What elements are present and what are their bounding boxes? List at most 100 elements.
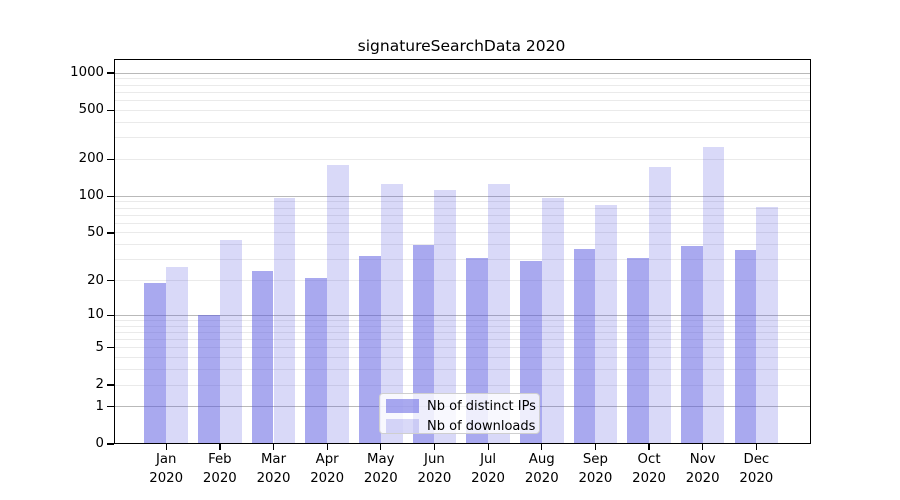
x-tick-label: Jul 2020: [456, 451, 520, 488]
bar-nb-of-downloads-apr: [327, 164, 349, 444]
x-tick-label: Oct 2020: [617, 451, 681, 488]
x-tick-year: 2020: [524, 470, 559, 486]
major-gridline: [113, 314, 811, 316]
x-tick-month: Aug: [528, 452, 555, 467]
x-tick-month: Dec: [743, 452, 770, 467]
x-tick-month: Jan: [155, 452, 177, 467]
x-tick-month: Jun: [424, 452, 445, 467]
x-tick-mark: [165, 444, 167, 450]
bar-nb-of-downloads-mar: [273, 197, 296, 444]
bar-nb-of-downloads-jun: [434, 190, 457, 444]
x-tick-mark: [755, 444, 758, 450]
x-tick-year: 2020: [685, 470, 720, 486]
y-tick-label: 20: [87, 272, 104, 288]
bar-nb-of-downloads-aug: [541, 197, 564, 444]
x-tick-label: Dec 2020: [724, 451, 788, 488]
bar-nb-of-distinct-ips-mar: [251, 271, 274, 444]
minor-gridline: [113, 319, 811, 321]
bar-nb-of-downloads-sep: [595, 204, 618, 444]
x-tick-mark: [702, 444, 704, 450]
minor-gridline: [113, 214, 811, 216]
x-tick-year: 2020: [202, 470, 237, 486]
x-tick-year: 2020: [256, 470, 291, 486]
x-tick-mark: [326, 444, 328, 450]
y-tick-label: 2: [95, 377, 104, 393]
x-tick-year: 2020: [363, 470, 398, 486]
minor-gridline: [113, 222, 811, 224]
minor-gridline: [113, 232, 811, 234]
bar-nb-of-downloads-jul: [488, 183, 510, 444]
minor-gridline: [113, 99, 811, 101]
x-tick-mark: [380, 444, 382, 450]
y-tick-label: 10: [87, 307, 104, 323]
bar-nb-of-distinct-ips-oct: [627, 257, 650, 444]
legend-swatch: [386, 418, 419, 434]
x-tick-mark: [541, 444, 543, 450]
plot-area: [113, 59, 811, 444]
minor-gridline: [113, 339, 811, 341]
x-tick-month: Mar: [260, 452, 287, 467]
x-tick-mark: [272, 444, 275, 450]
x-tick-mark: [594, 444, 597, 450]
y-tick-label: 5: [95, 339, 104, 355]
bar-nb-of-downloads-feb: [219, 239, 242, 444]
legend-label: Nb of downloads: [427, 418, 536, 434]
x-tick-mark: [648, 444, 650, 450]
x-tick-month: Jul: [480, 452, 497, 467]
bar-nb-of-distinct-ips-apr: [305, 278, 328, 444]
x-tick-month: Sep: [582, 452, 608, 467]
bar-nb-of-distinct-ips-dec: [734, 250, 757, 444]
y-tick-mark: [107, 347, 114, 349]
major-gridline: [113, 195, 811, 197]
minor-gridline: [113, 207, 811, 209]
y-tick-mark: [107, 158, 114, 160]
y-tick-mark: [107, 72, 114, 74]
minor-gridline: [113, 84, 811, 86]
minor-gridline: [113, 201, 811, 203]
bar-nb-of-distinct-ips-jan: [144, 283, 167, 444]
y-tick-label: 50: [87, 224, 104, 240]
x-tick-year: 2020: [310, 470, 345, 486]
x-tick-year: 2020: [739, 470, 774, 486]
minor-gridline: [113, 259, 811, 261]
legend-swatch: [386, 398, 419, 414]
x-tick-mark: [433, 444, 436, 450]
bar-nb-of-distinct-ips-sep: [573, 248, 596, 444]
y-tick-mark: [107, 232, 114, 234]
legend-item: Nb of downloads: [386, 419, 539, 434]
bar-nb-of-downloads-oct: [649, 167, 671, 444]
x-tick-mark: [219, 444, 221, 450]
minor-gridline: [113, 91, 811, 93]
legend-label: Nb of distinct IPs: [427, 398, 536, 414]
bar-nb-of-distinct-ips-may: [359, 256, 381, 444]
bar-nb-of-downloads-jan: [166, 267, 188, 444]
minor-gridline: [113, 158, 811, 160]
x-tick-label: Jun 2020: [402, 451, 466, 488]
y-tick-label: 1000: [70, 65, 104, 81]
minor-gridline: [113, 137, 811, 139]
minor-gridline: [113, 244, 811, 246]
minor-gridline: [113, 325, 811, 327]
minor-gridline: [113, 121, 811, 123]
bar-nb-of-downloads-dec: [756, 207, 779, 444]
x-tick-label: Feb 2020: [188, 451, 252, 488]
x-tick-label: Sep 2020: [563, 451, 627, 488]
minor-gridline: [113, 384, 811, 386]
y-tick-mark: [107, 195, 114, 197]
chart-title: signatureSearchData 2020: [357, 37, 566, 55]
y-tick-mark: [107, 406, 114, 408]
x-tick-month: Feb: [208, 452, 232, 467]
x-tick-label: Jan 2020: [134, 451, 198, 488]
minor-gridline: [113, 347, 811, 349]
minor-gridline: [113, 357, 811, 359]
minor-gridline: [113, 78, 811, 80]
x-tick-year: 2020: [632, 470, 666, 486]
y-tick-mark: [107, 384, 114, 386]
x-tick-year: 2020: [149, 470, 184, 486]
minor-gridline: [113, 280, 811, 282]
y-tick-label: 0: [95, 436, 104, 451]
x-tick-month: May: [367, 452, 395, 467]
minor-gridline: [113, 369, 811, 371]
legend: Nb of distinct IPs Nb of downloads: [379, 392, 540, 434]
x-tick-month: Oct: [637, 452, 661, 467]
